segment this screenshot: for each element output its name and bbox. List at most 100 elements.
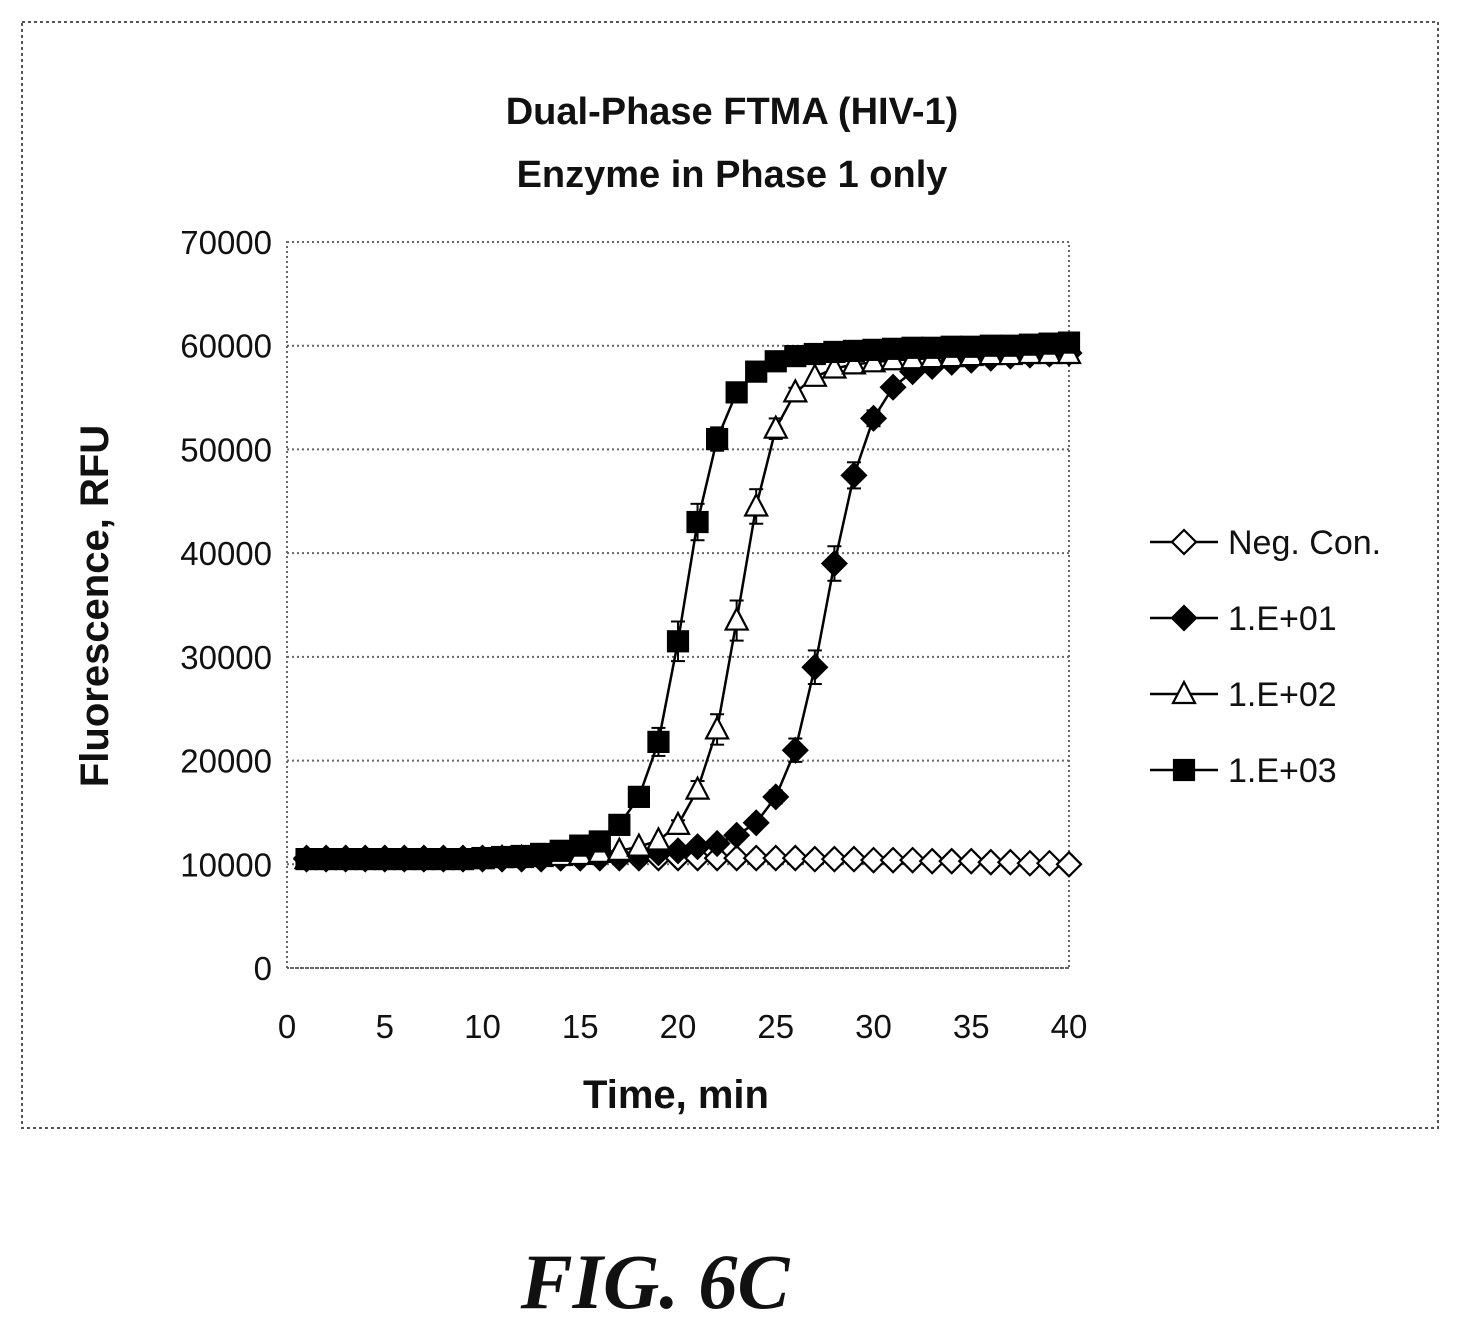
data-point <box>354 847 377 871</box>
data-point <box>665 810 691 835</box>
y-tick-label: 40000 <box>180 535 272 572</box>
data-point <box>821 354 848 379</box>
data-point <box>802 362 828 387</box>
data-point <box>334 847 357 871</box>
y-tick-label: 50000 <box>180 431 272 468</box>
figure-label: FIG. 6C <box>520 1238 791 1325</box>
data-point <box>781 736 809 764</box>
data-point <box>938 847 966 875</box>
data-point <box>803 342 826 366</box>
data-point <box>899 846 927 874</box>
data-point <box>647 730 670 754</box>
data-point <box>373 847 396 871</box>
data-point <box>841 350 867 375</box>
chart-subtitle: Enzyme in Phase 1 only <box>517 154 948 196</box>
legend-item: 1.E+01 <box>1150 600 1337 638</box>
series-2 <box>292 339 1083 873</box>
x-tick-label: 35 <box>953 1008 990 1045</box>
data-point <box>940 335 963 358</box>
data-point <box>510 844 533 868</box>
data-point <box>901 336 924 359</box>
data-point <box>879 373 907 401</box>
chart-title: Dual-Phase FTMA (HIV-1) <box>506 91 959 133</box>
legend: Neg. Con. 1.E+01 1.E+02 1.E+03 <box>1150 524 1381 790</box>
data-point <box>686 510 709 534</box>
data-point <box>820 845 848 873</box>
series-line <box>306 351 1070 861</box>
y-tick-label: 10000 <box>180 846 272 883</box>
data-point <box>549 839 572 862</box>
data-point <box>684 775 711 800</box>
series-3 <box>293 339 1082 870</box>
legend-marker <box>1171 679 1197 705</box>
data-point <box>666 630 690 653</box>
legend-item: Neg. Con. <box>1150 524 1381 562</box>
data-point <box>645 826 672 851</box>
series-4 <box>295 331 1081 871</box>
data-point <box>723 606 750 631</box>
legend-label: 1.E+02 <box>1228 676 1337 714</box>
data-point <box>979 334 1002 357</box>
data-point <box>881 337 905 360</box>
y-tick-label: 60000 <box>180 328 272 365</box>
x-axis-title: Time, min <box>583 1073 769 1117</box>
data-point <box>842 339 866 362</box>
data-point <box>996 848 1024 876</box>
data-point <box>823 340 846 364</box>
data-point <box>588 830 611 853</box>
legend-label: Neg. Con. <box>1228 524 1381 562</box>
data-point <box>1055 850 1083 878</box>
data-point <box>627 785 651 808</box>
series-line <box>306 352 1069 861</box>
data-point <box>762 783 790 811</box>
legend-marker <box>1170 604 1198 632</box>
data-point <box>723 844 751 872</box>
x-tick-label: 15 <box>562 1008 599 1045</box>
data-point <box>1038 332 1061 355</box>
x-tick-label: 10 <box>464 1008 501 1045</box>
data-point <box>393 847 416 871</box>
data-point <box>879 846 907 874</box>
data-point <box>295 847 318 871</box>
legend-item: 1.E+03 <box>1150 752 1337 790</box>
series <box>292 331 1083 878</box>
x-axis-ticks: 0 5 10 15 20 25 30 35 40 <box>278 1008 1088 1045</box>
data-point <box>569 834 592 857</box>
data-point <box>1057 331 1081 354</box>
data-point <box>840 845 868 873</box>
data-point <box>801 653 829 681</box>
chart-border <box>21 21 1439 1129</box>
data-point <box>762 844 790 872</box>
data-point <box>315 847 338 871</box>
data-point <box>1016 849 1044 877</box>
y-axis-title: Fluorescence, RFU <box>73 425 117 787</box>
data-point <box>784 344 807 368</box>
y-tick-label: 0 <box>254 950 272 987</box>
data-point <box>723 821 751 849</box>
data-point <box>957 847 985 875</box>
x-tick-label: 40 <box>1051 1008 1088 1045</box>
data-point <box>999 334 1022 357</box>
data-point <box>859 404 888 432</box>
data-point <box>921 336 944 359</box>
y-tick-label: 30000 <box>180 639 272 676</box>
data-point <box>918 847 946 875</box>
data-point <box>725 381 748 404</box>
x-tick-label: 25 <box>757 1008 794 1045</box>
data-point <box>742 844 770 872</box>
legend-marker <box>1170 528 1198 556</box>
data-point <box>606 836 633 861</box>
data-point <box>764 350 787 373</box>
data-point <box>801 845 829 873</box>
data-point <box>743 492 770 517</box>
x-tick-label: 0 <box>278 1008 296 1045</box>
legend-label: 1.E+03 <box>1228 752 1337 790</box>
data-point <box>490 845 514 869</box>
data-point <box>820 549 848 578</box>
data-point <box>762 414 789 439</box>
data-point <box>703 829 731 858</box>
y-tick-label: 70000 <box>180 224 272 261</box>
y-axis-ticks: 0 10000 20000 30000 40000 50000 60000 70000 <box>180 224 272 987</box>
data-point <box>862 338 885 361</box>
